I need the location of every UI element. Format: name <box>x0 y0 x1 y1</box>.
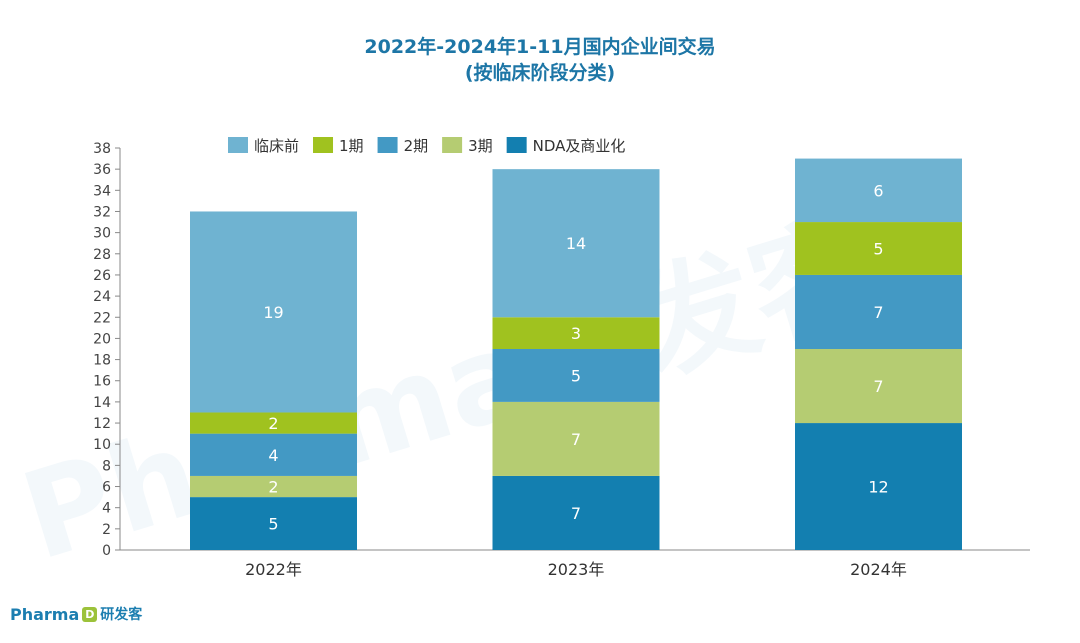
data-label: 7 <box>873 303 883 322</box>
legend-swatch <box>442 137 463 153</box>
logo-mark: D <box>82 606 98 622</box>
data-label: 14 <box>566 234 586 253</box>
legend-label: 2期 <box>404 137 429 155</box>
bar-segment <box>795 423 962 550</box>
y-tick-label: 24 <box>93 289 111 305</box>
y-tick-label: 22 <box>93 310 111 326</box>
y-tick-label: 16 <box>93 374 111 390</box>
legend-swatch <box>228 137 248 153</box>
x-tick-label: 2024年 <box>850 560 907 579</box>
bar-segment <box>190 497 357 550</box>
data-label: 2 <box>268 414 278 433</box>
bar-segment <box>190 412 357 434</box>
data-label: 19 <box>263 303 283 322</box>
bar-segment <box>492 317 660 349</box>
y-tick-label: 2 <box>102 522 111 538</box>
data-label: 7 <box>571 504 581 523</box>
bar-segment <box>795 158 962 223</box>
bar-segment <box>492 401 660 476</box>
data-label: 7 <box>873 377 883 396</box>
logo: Pharma D 研发客 <box>10 604 142 624</box>
data-label: 4 <box>268 446 278 465</box>
data-label: 5 <box>873 240 883 259</box>
y-tick-label: 12 <box>93 416 111 432</box>
y-tick-label: 4 <box>102 501 111 517</box>
y-tick-label: 14 <box>93 395 111 411</box>
bar-segment <box>492 349 660 402</box>
y-tick-label: 10 <box>93 437 111 453</box>
data-label: 3 <box>571 324 581 343</box>
data-label: 7 <box>571 430 581 449</box>
y-tick-label: 6 <box>102 480 111 496</box>
bar-segment <box>795 349 962 424</box>
legend-label: NDA及商业化 <box>533 137 626 155</box>
chart-title: 2022年-2024年1-11月国内企业间交易 <box>364 36 716 58</box>
y-tick-label: 32 <box>93 204 111 220</box>
y-tick-label: 0 <box>102 543 111 559</box>
y-tick-label: 20 <box>93 331 111 347</box>
y-tick-label: 38 <box>93 141 111 157</box>
bar-segment <box>492 169 660 318</box>
logo-text: Pharma <box>10 604 80 624</box>
watermark: Pharma研发客 <box>8 198 890 588</box>
data-label: 5 <box>268 515 278 534</box>
chart-subtitle: (按临床阶段分类) <box>464 62 616 84</box>
data-label: 6 <box>873 181 883 200</box>
logo-chinese: 研发客 <box>100 607 143 623</box>
legend-label: 1期 <box>339 137 364 155</box>
bar-segment <box>190 211 357 413</box>
bar-segment <box>190 433 357 476</box>
legend-swatch <box>506 137 527 153</box>
legend-swatch <box>313 137 334 153</box>
legend-label: 临床前 <box>254 137 299 155</box>
y-tick-label: 30 <box>93 226 111 242</box>
legend-label: 3期 <box>468 137 493 155</box>
y-tick-label: 18 <box>93 353 111 369</box>
bar-segment <box>190 475 357 498</box>
y-tick-label: 28 <box>93 247 111 263</box>
y-tick-label: 34 <box>93 183 111 199</box>
data-label: 12 <box>868 478 888 497</box>
bar-segment <box>795 274 962 349</box>
x-tick-label: 2022年 <box>245 560 302 579</box>
bar-segment <box>795 222 962 275</box>
y-tick-label: 26 <box>93 268 111 284</box>
y-tick-label: 8 <box>102 458 111 474</box>
x-tick-label: 2023年 <box>548 560 605 579</box>
data-label: 2 <box>268 478 278 497</box>
data-label: 5 <box>571 366 581 385</box>
legend-swatch <box>377 137 398 153</box>
bar-segment <box>492 475 660 550</box>
y-tick-label: 36 <box>93 162 111 178</box>
